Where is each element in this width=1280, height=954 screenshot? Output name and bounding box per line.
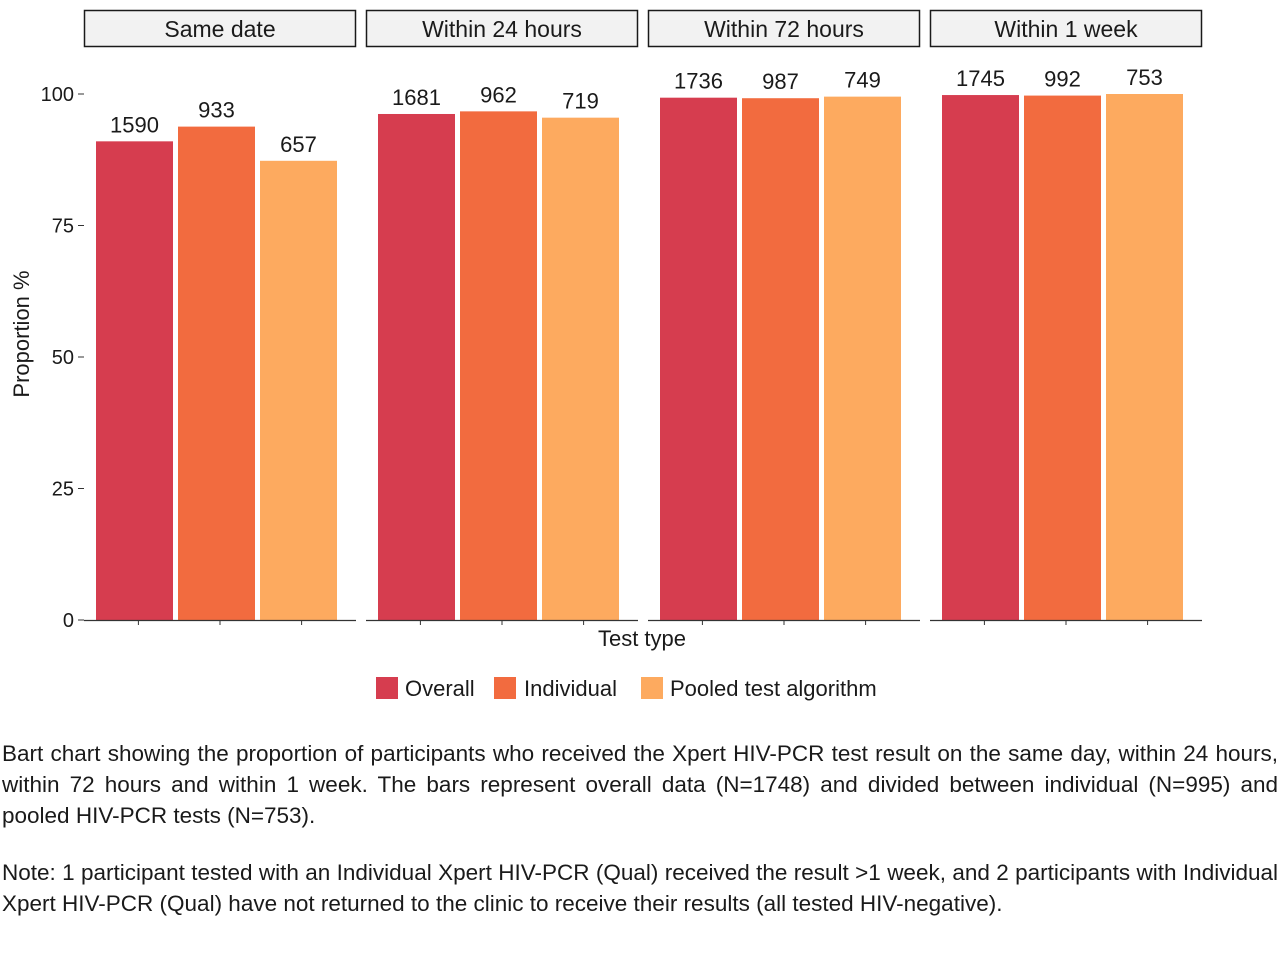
bar-overall	[378, 113, 455, 620]
bar-data-label: 1745	[956, 66, 1005, 91]
facet-strip	[365, 9, 639, 48]
bar-data-label: 987	[762, 69, 799, 94]
legend-swatch	[494, 677, 516, 699]
bar-pooled-test-algorithm	[824, 96, 901, 620]
bar-overall	[660, 97, 737, 620]
y-axis-title: Proportion %	[9, 270, 34, 397]
facet-strip-label: Same date	[164, 16, 275, 42]
legend-label: Overall	[405, 676, 475, 701]
y-tick-label: 75	[52, 216, 74, 238]
chart-svg: 0 25 50 75 100 Proportion % Same date 1590 933 65…	[9, 9, 1203, 701]
bar-individual	[460, 111, 537, 620]
bar-data-label: 1590	[110, 112, 159, 137]
legend-swatch	[641, 677, 663, 699]
bar-pooled-test-algorithm	[260, 160, 337, 620]
bar-pooled-test-algorithm	[1106, 94, 1183, 620]
x-axis-title: Test type	[598, 626, 686, 651]
legend-label: Pooled test algorithm	[670, 676, 877, 701]
facet-strip	[647, 9, 921, 48]
bar-data-label: 1681	[392, 85, 441, 110]
y-tick-label: 100	[41, 84, 74, 106]
bar-individual	[742, 98, 819, 620]
bar-data-label: 992	[1044, 67, 1081, 92]
facet-strip-label: Within 1 week	[994, 16, 1138, 42]
facet-strip-label: Within 24 hours	[422, 16, 582, 42]
figure-note: Note: 1 participant tested with an Indiv…	[2, 860, 1278, 916]
bar-chart-figure: 0 25 50 75 100 Proportion % Same date 1590 933 65…	[9, 9, 1203, 701]
y-tick-label: 0	[63, 610, 74, 632]
bar-data-label: 657	[280, 132, 317, 157]
facet-strip-label: Within 72 hours	[704, 16, 864, 42]
legend-label: Individual	[524, 676, 617, 701]
bar-data-label: 933	[198, 98, 235, 123]
bar-data-label: 962	[480, 82, 517, 107]
bar-data-label: 753	[1126, 65, 1163, 90]
bar-data-label: 749	[844, 68, 881, 93]
bar-pooled-test-algorithm	[542, 117, 619, 621]
facet-strip	[83, 9, 357, 48]
y-tick-label: 50	[52, 347, 74, 369]
y-tick-label: 25	[52, 479, 74, 501]
bar-individual	[178, 126, 255, 620]
legend-swatch	[376, 677, 398, 699]
bar-overall	[96, 141, 173, 620]
bar-overall	[942, 95, 1019, 620]
bar-individual	[1024, 95, 1101, 620]
facet-strip	[929, 9, 1203, 48]
bar-data-label: 1736	[674, 69, 723, 94]
figure-caption: Bart chart showing the proportion of par…	[2, 741, 1278, 828]
bar-data-label: 719	[562, 89, 599, 114]
